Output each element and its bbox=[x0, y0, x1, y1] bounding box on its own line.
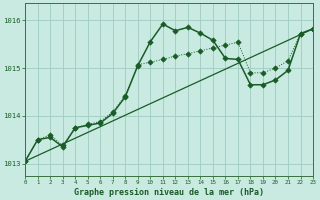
X-axis label: Graphe pression niveau de la mer (hPa): Graphe pression niveau de la mer (hPa) bbox=[74, 188, 264, 197]
